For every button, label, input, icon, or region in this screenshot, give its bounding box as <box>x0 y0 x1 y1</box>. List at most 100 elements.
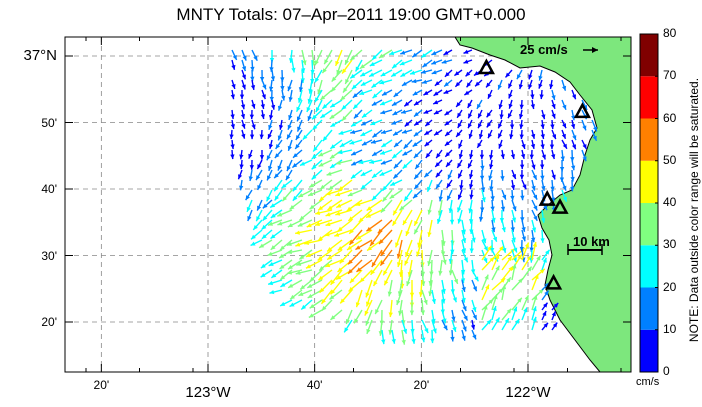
current-vector <box>507 79 513 89</box>
current-vector <box>371 49 383 61</box>
current-vector <box>378 49 393 59</box>
current-vector <box>491 294 498 311</box>
current-vector <box>295 239 313 247</box>
colorbar-tick-label: 40 <box>663 195 677 209</box>
current-vector <box>518 79 523 90</box>
current-vector <box>541 149 546 160</box>
current-vector <box>420 69 433 74</box>
current-vector <box>237 169 243 180</box>
current-vector <box>413 109 423 118</box>
current-vector <box>231 59 236 71</box>
current-vector <box>292 149 303 159</box>
current-vector <box>390 179 403 187</box>
current-vector <box>540 169 545 181</box>
current-vector <box>349 269 363 284</box>
current-vector <box>230 149 235 160</box>
current-vector <box>292 189 303 202</box>
current-vector <box>380 129 393 135</box>
current-vector <box>382 259 393 276</box>
current-vector <box>468 199 473 214</box>
current-vector <box>529 149 534 160</box>
current-vector <box>449 209 455 225</box>
colorbar-tick-label: 50 <box>663 152 677 167</box>
current-vector <box>380 109 393 115</box>
current-vector <box>409 299 415 316</box>
current-vector <box>347 249 363 265</box>
current-vector <box>391 99 403 107</box>
current-vector <box>381 139 393 148</box>
station-north-coast <box>477 58 495 75</box>
current-vector <box>511 169 517 180</box>
current-vector <box>287 219 303 228</box>
current-vector <box>267 249 283 257</box>
current-vector <box>470 319 476 330</box>
current-vector <box>531 241 538 261</box>
current-vector <box>479 149 485 160</box>
current-vector <box>531 189 538 200</box>
lon-label: 123°W <box>185 384 231 401</box>
current-vector <box>230 89 235 100</box>
current-vector <box>521 307 528 321</box>
current-vector <box>519 239 524 252</box>
current-vector <box>239 179 244 191</box>
current-vector <box>285 169 293 181</box>
current-vector <box>501 284 507 301</box>
current-vector <box>314 49 323 66</box>
current-vector <box>307 289 323 299</box>
distance-scale-label: 10 km <box>573 234 610 249</box>
current-vector <box>413 179 423 190</box>
colorbar-note: NOTE: Data outside color range will be s… <box>687 77 701 343</box>
current-vector <box>570 159 576 171</box>
current-vector <box>561 79 567 91</box>
current-vector <box>511 318 520 331</box>
current-vector <box>338 129 353 135</box>
current-vector <box>444 149 453 158</box>
current-vector <box>413 99 423 106</box>
current-vector <box>337 149 353 155</box>
current-vector <box>326 169 343 176</box>
current-vector <box>434 79 443 87</box>
current-vector <box>270 69 276 82</box>
lon-label: 122°W <box>505 384 551 401</box>
current-vector <box>435 179 443 190</box>
current-vector <box>348 219 363 235</box>
current-vector <box>538 69 543 81</box>
current-vector <box>259 69 265 82</box>
current-vector <box>353 109 363 119</box>
current-vector <box>312 139 323 152</box>
current-vector <box>269 199 283 209</box>
current-vector <box>432 99 443 105</box>
current-vector <box>266 189 273 202</box>
current-vector <box>435 169 443 178</box>
current-vector <box>346 239 363 251</box>
current-vector <box>249 109 255 120</box>
current-vector <box>507 109 513 119</box>
current-vector <box>508 99 513 109</box>
current-vector <box>289 299 303 308</box>
current-vector <box>351 79 363 90</box>
current-vector <box>241 59 247 72</box>
current-vector <box>294 139 303 150</box>
current-vector <box>298 289 313 297</box>
current-vector <box>446 179 453 189</box>
current-vector <box>361 139 373 146</box>
current-vector <box>453 69 463 77</box>
current-vector <box>250 59 255 72</box>
current-vector <box>268 119 273 131</box>
current-vector <box>421 329 426 343</box>
current-vector <box>445 159 453 168</box>
current-vector <box>250 239 263 247</box>
current-vector <box>330 79 343 93</box>
current-vector <box>250 69 255 82</box>
current-vector <box>270 209 283 219</box>
current-vector <box>368 69 383 78</box>
current-vector <box>431 289 436 304</box>
current-vector <box>288 89 293 102</box>
current-vector <box>428 279 433 297</box>
current-vector <box>461 279 466 293</box>
current-vector <box>531 255 542 271</box>
current-vector <box>491 219 496 233</box>
current-vector <box>540 229 545 243</box>
current-vector <box>328 179 343 191</box>
current-vector <box>269 289 283 295</box>
